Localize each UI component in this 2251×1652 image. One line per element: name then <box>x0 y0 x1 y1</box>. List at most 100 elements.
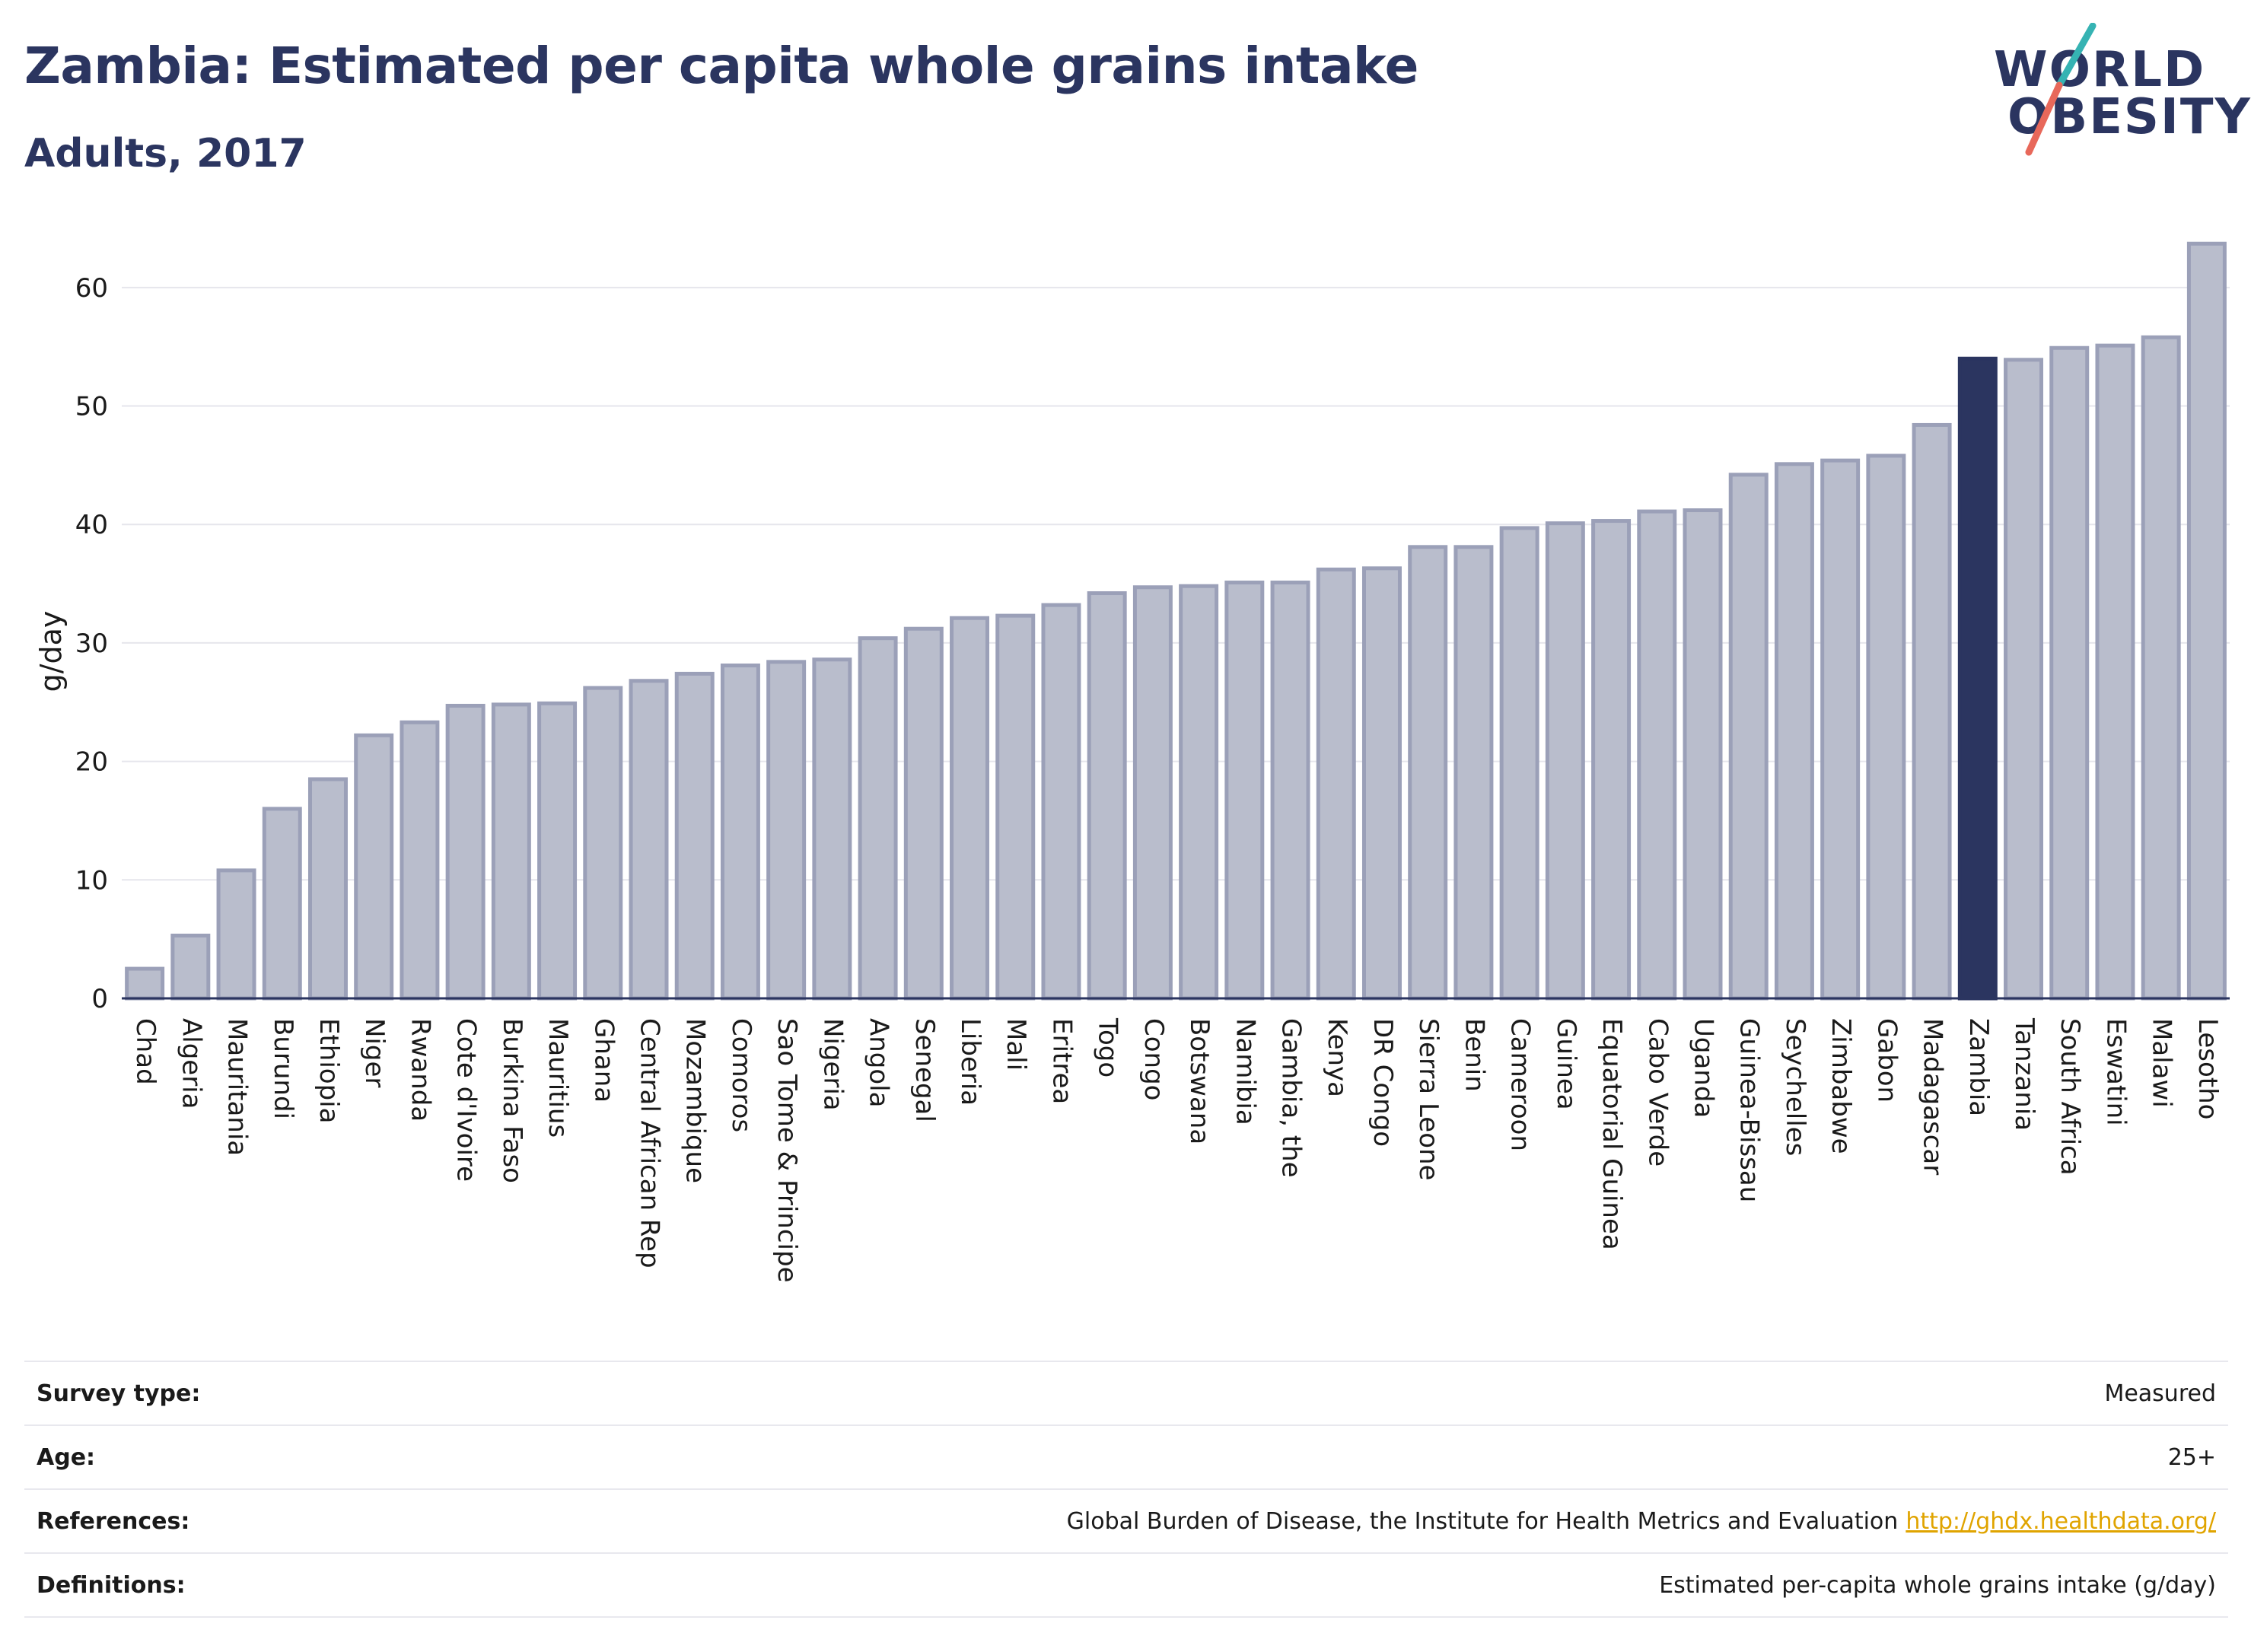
bar <box>995 613 1036 1001</box>
definitions-value: Estimated per-capita whole grains intake… <box>1659 1571 2216 1599</box>
bar <box>2186 241 2227 1001</box>
y-tick-label: 0 <box>91 984 108 1014</box>
bar <box>1041 603 1081 1001</box>
bar <box>1453 545 1494 1001</box>
bar <box>262 807 302 1001</box>
bar <box>1774 462 1814 1001</box>
info-row-references: References: Global Burden of Disease, th… <box>24 1488 2228 1552</box>
x-tick-label: Guinea-Bissau <box>1734 1018 1765 1202</box>
x-tick-label: Liberia <box>955 1018 985 1106</box>
bar <box>1361 566 1402 1001</box>
x-tick-label: Malawi <box>2147 1018 2177 1108</box>
bar <box>1087 591 1127 1001</box>
y-tick-label: 10 <box>75 865 108 896</box>
x-tick-label: Rwanda <box>405 1018 435 1122</box>
bar <box>400 720 440 1001</box>
survey-type-value: Measured <box>2104 1380 2216 1407</box>
bar <box>1912 422 1952 1001</box>
x-tick-label: Benin <box>1459 1018 1489 1092</box>
references-link[interactable]: http://ghdx.healthdata.org/ <box>1906 1507 2216 1535</box>
bar <box>1179 584 1219 1001</box>
bar <box>1270 581 1310 1001</box>
x-tick-label: Ghana <box>588 1018 619 1103</box>
bar <box>1545 521 1585 1001</box>
x-tick-label: Sierra Leone <box>1413 1018 1444 1180</box>
x-tick-label: Burundi <box>268 1018 298 1119</box>
y-tick-label: 40 <box>75 510 108 540</box>
bar <box>170 933 211 1001</box>
bar <box>903 626 944 1001</box>
x-tick-label: Lesotho <box>2192 1018 2223 1119</box>
bar <box>354 733 394 1001</box>
x-tick-label: Botswana <box>1184 1018 1215 1144</box>
x-tick-label: Mozambique <box>680 1018 711 1183</box>
bar <box>766 660 807 1001</box>
info-table: Survey type: Measured Age: 25+ Reference… <box>24 1361 2228 1618</box>
bar <box>629 679 669 1001</box>
bar <box>1728 473 1769 1001</box>
y-tick-label: 60 <box>75 273 108 304</box>
x-tick-label: Cameroon <box>1505 1018 1536 1151</box>
bar <box>2004 358 2044 1001</box>
bar <box>1820 458 1861 1001</box>
bar <box>2141 335 2181 1001</box>
bar <box>491 702 531 1001</box>
x-tick-label: Eswatini <box>2100 1018 2131 1126</box>
x-tick-label: Niger <box>359 1018 390 1087</box>
x-tick-label: Uganda <box>1689 1018 1719 1118</box>
logo-slash-icon <box>2025 23 2097 156</box>
age-label: Age: <box>37 1444 96 1471</box>
bar-highlight <box>1957 356 1998 1001</box>
x-tick-label: Burkina Faso <box>497 1018 527 1183</box>
x-tick-label: Gabon <box>1871 1018 1902 1103</box>
references-text: Global Burden of Disease, the Institute … <box>1066 1507 1899 1535</box>
x-tick-label: Algeria <box>176 1018 206 1109</box>
x-tick-label: Ethiopia <box>314 1018 344 1123</box>
x-tick-label: Comoros <box>726 1018 756 1132</box>
x-tick-label: Mauritius <box>543 1018 573 1138</box>
x-tick-label: Guinea <box>1551 1018 1581 1110</box>
bar <box>1132 585 1173 1001</box>
age-value: 25+ <box>2167 1444 2216 1471</box>
definitions-label: Definitions: <box>37 1571 186 1599</box>
bar <box>1224 581 1265 1001</box>
x-tick-label: Seychelles <box>1780 1018 1810 1156</box>
x-tick-label: Madagascar <box>1918 1018 1948 1175</box>
x-tick-label: Zimbabwe <box>1826 1018 1856 1154</box>
info-row-definitions: Definitions: Estimated per-capita whole … <box>24 1552 2228 1618</box>
y-tick-label: 20 <box>75 747 108 778</box>
x-tick-label: Chad <box>130 1018 161 1085</box>
x-tick-label: Congo <box>1138 1018 1169 1100</box>
info-row-age: Age: 25+ <box>24 1424 2228 1488</box>
bar <box>1683 508 1723 1001</box>
y-axis-title: g/day <box>34 611 68 692</box>
bar <box>1499 526 1539 1001</box>
survey-type-label: Survey type: <box>37 1380 201 1407</box>
bar <box>1591 519 1632 1001</box>
y-tick-label: 30 <box>75 629 108 659</box>
bar <box>1408 545 1448 1001</box>
bar <box>950 616 990 1001</box>
chart-subtitle: Adults, 2017 <box>24 131 307 177</box>
bar <box>583 686 623 1001</box>
x-tick-label: Cabo Verde <box>1642 1018 1673 1167</box>
references-value: Global Burden of Disease, the Institute … <box>1067 1508 2228 1535</box>
x-tick-label: Kenya <box>1322 1018 1352 1097</box>
x-tick-label: South Africa <box>2055 1018 2085 1176</box>
bar <box>812 657 852 1001</box>
x-tick-label: Central African Rep <box>635 1018 665 1268</box>
x-tick-label: Mauritania <box>222 1018 253 1156</box>
x-tick-label: DR Congo <box>1367 1018 1398 1147</box>
x-tick-label: Sao Tome & Principe <box>772 1018 802 1283</box>
x-tick-label: Mali <box>1001 1018 1031 1071</box>
bar <box>537 701 578 1001</box>
bar <box>125 966 165 1001</box>
bar <box>720 664 760 1001</box>
bar <box>674 671 715 1001</box>
bar <box>2095 343 2135 1001</box>
x-tick-label: Zambia <box>1963 1018 1994 1116</box>
world-obesity-logo: WORLD OBESITY <box>1986 23 2250 160</box>
bar <box>307 777 348 1001</box>
logo-line-1: WORLD <box>1994 42 2206 98</box>
bar <box>216 868 256 1001</box>
